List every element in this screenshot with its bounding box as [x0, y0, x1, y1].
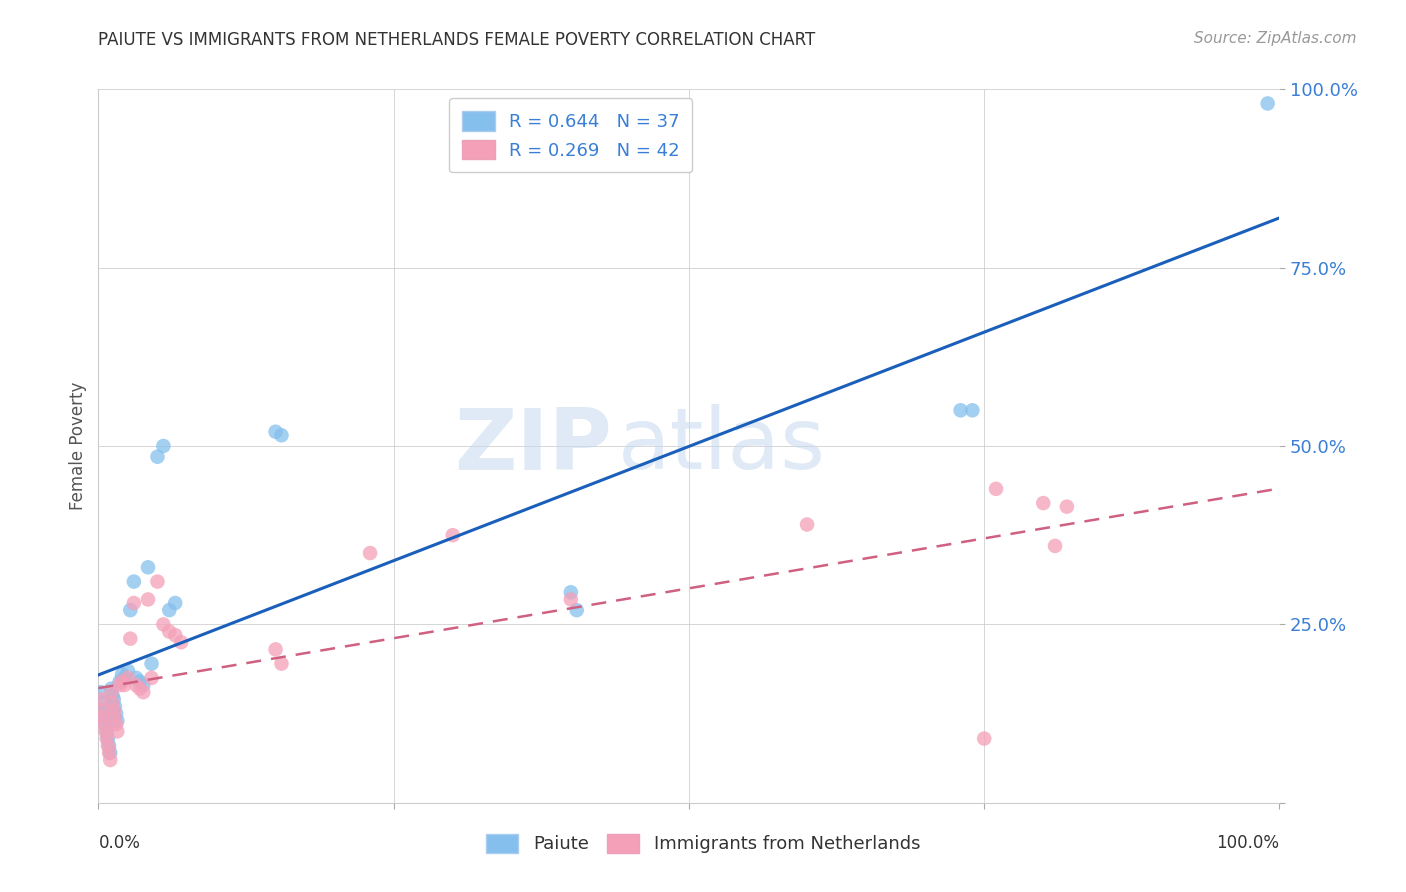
Point — [90, 685, 112, 699]
Point — [1043, 539, 1066, 553]
Point — [100, 681, 122, 696]
Point — [96, 731, 118, 746]
Point — [94, 724, 117, 739]
Point — [93, 710, 115, 724]
Text: PAIUTE VS IMMIGRANTS FROM NETHERLANDS FEMALE POVERTY CORRELATION CHART: PAIUTE VS IMMIGRANTS FROM NETHERLANDS FE… — [98, 31, 815, 49]
Point — [105, 724, 128, 739]
Point — [98, 753, 121, 767]
Text: 100.0%: 100.0% — [1216, 834, 1279, 852]
Point — [132, 685, 155, 699]
Point — [270, 428, 292, 442]
Point — [146, 450, 169, 464]
Point — [98, 746, 121, 760]
Point — [91, 703, 114, 717]
Point — [560, 585, 582, 599]
Point — [796, 517, 818, 532]
Point — [128, 674, 150, 689]
Point — [962, 403, 984, 417]
Point — [97, 731, 120, 746]
Point — [96, 724, 118, 739]
Point — [111, 667, 134, 681]
Text: atlas: atlas — [619, 404, 827, 488]
Y-axis label: Female Poverty: Female Poverty — [69, 382, 87, 510]
Point — [91, 696, 114, 710]
Point — [112, 678, 135, 692]
Point — [984, 482, 1007, 496]
Point — [103, 703, 125, 717]
Point — [120, 603, 142, 617]
Point — [165, 596, 187, 610]
Point — [104, 710, 127, 724]
Point — [103, 692, 125, 706]
Text: 0.0%: 0.0% — [98, 834, 141, 852]
Point — [270, 657, 292, 671]
Point — [108, 674, 131, 689]
Point — [120, 632, 142, 646]
Point — [112, 671, 135, 685]
Text: Source: ZipAtlas.com: Source: ZipAtlas.com — [1194, 31, 1357, 46]
Point — [104, 699, 127, 714]
Point — [122, 574, 145, 589]
Point — [98, 746, 121, 760]
Point — [111, 674, 134, 689]
Point — [98, 739, 121, 753]
Legend: Paiute, Immigrants from Netherlands: Paiute, Immigrants from Netherlands — [478, 826, 928, 861]
Point — [1056, 500, 1078, 514]
Point — [91, 703, 114, 717]
Point — [136, 560, 159, 574]
Point — [1257, 96, 1279, 111]
Point — [170, 635, 193, 649]
Point — [157, 624, 180, 639]
Point — [122, 596, 145, 610]
Point — [157, 603, 180, 617]
Point — [94, 717, 117, 731]
Point — [100, 685, 122, 699]
Point — [97, 739, 120, 753]
Point — [93, 717, 115, 731]
Point — [152, 617, 174, 632]
Point — [264, 642, 287, 657]
Point — [108, 678, 131, 692]
Point — [441, 528, 464, 542]
Point — [90, 692, 112, 706]
Point — [264, 425, 287, 439]
Point — [949, 403, 972, 417]
Point — [1032, 496, 1054, 510]
Point — [117, 671, 139, 685]
Point — [125, 671, 148, 685]
Point — [125, 678, 148, 692]
Point — [105, 714, 128, 728]
Point — [117, 664, 139, 678]
Point — [152, 439, 174, 453]
Point — [141, 671, 163, 685]
Point — [105, 717, 128, 731]
Point — [128, 681, 150, 696]
Point — [105, 706, 128, 721]
Point — [136, 592, 159, 607]
Text: ZIP: ZIP — [454, 404, 612, 488]
Legend: R = 0.644   N = 37, R = 0.269   N = 42: R = 0.644 N = 37, R = 0.269 N = 42 — [450, 98, 692, 172]
Point — [101, 689, 124, 703]
Point — [560, 592, 582, 607]
Point — [132, 678, 155, 692]
Point — [973, 731, 995, 746]
Point — [165, 628, 187, 642]
Point — [565, 603, 588, 617]
Point — [91, 710, 114, 724]
Point — [101, 696, 124, 710]
Point — [141, 657, 163, 671]
Point — [359, 546, 381, 560]
Point — [146, 574, 169, 589]
